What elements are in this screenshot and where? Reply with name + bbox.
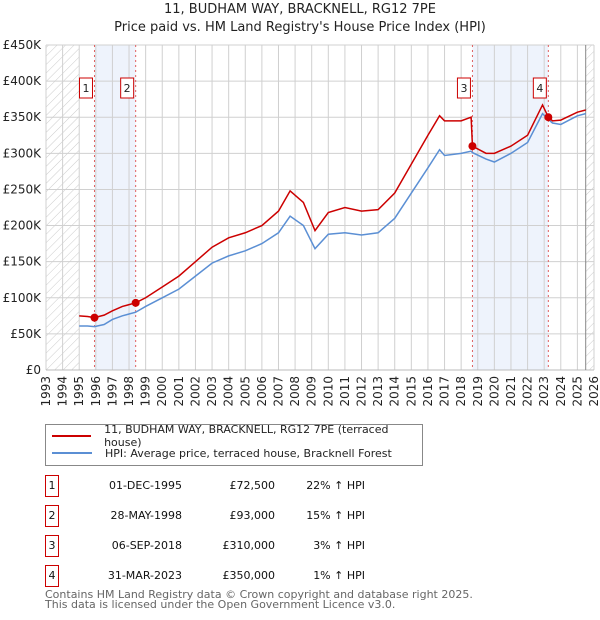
y-tick-label: £200K <box>3 219 43 233</box>
y-tick-label: £450K <box>3 38 43 52</box>
x-tick-label: 2004 <box>222 376 236 407</box>
x-tick-label: 2005 <box>238 376 252 407</box>
x-tick-label: 2012 <box>355 376 369 407</box>
x-tick-label: 1997 <box>105 376 119 407</box>
y-tick-label: £0 <box>26 363 41 377</box>
sale-marker-badge: 3 <box>45 535 59 557</box>
legend-item-hpi: HPI: Average price, terraced house, Brac… <box>52 445 392 461</box>
price-chart: 1993 1994 1995 1996 1997 1998 1999 2000 2001 2002… <box>3 38 600 407</box>
red-line-swatch <box>52 435 92 437</box>
x-tick-label: 1999 <box>139 376 153 407</box>
sale-marker-badge: 2 <box>45 505 59 527</box>
sale-point <box>544 113 553 122</box>
legend-label-property: 11, BUDHAM WAY, BRACKNELL, RG12 7PE (ter… <box>104 423 389 449</box>
footer-copyright: Contains HM Land Registry data © Crown c… <box>45 588 473 601</box>
shaded-period <box>472 45 549 370</box>
sale-label-box <box>120 77 135 99</box>
x-tick-label: 2020 <box>487 376 501 407</box>
sale-date: 06-SEP-2018 <box>111 539 182 552</box>
sale-label-box <box>532 77 547 99</box>
x-tick-label: 2013 <box>371 376 385 407</box>
sale-point <box>468 142 477 151</box>
x-tick-label: 2011 <box>338 376 352 407</box>
x-tick-label: 2023 <box>537 376 551 407</box>
x-tick-label: 2009 <box>305 376 319 407</box>
x-tick-label: 2026 <box>587 376 600 407</box>
x-tick-label: 2002 <box>188 376 202 407</box>
x-tick-label: 2001 <box>172 376 186 407</box>
x-tick-label: 2022 <box>521 376 535 407</box>
sale-label-box <box>78 77 93 99</box>
x-tick-label: 2007 <box>271 376 285 407</box>
sale-marker-badge: 4 <box>45 565 59 587</box>
chart-title: 11, BUDHAM WAY, BRACKNELL, RG12 7PE <box>164 2 436 17</box>
property-price-line <box>79 103 586 319</box>
x-tick-label: 2019 <box>471 376 485 407</box>
y-tick-label: £250K <box>3 182 43 196</box>
sale-date: 01-DEC-1995 <box>108 479 182 492</box>
x-tick-label: 1993 <box>39 376 53 407</box>
hpi-line <box>79 112 586 328</box>
footer-licence: This data is licensed under the Open Gov… <box>45 598 396 611</box>
y-tick-label: £400K <box>3 74 43 88</box>
footer: Contains HM Land Registry data © Crown c… <box>45 588 473 611</box>
x-tick-label: 1995 <box>72 376 86 407</box>
x-tick-label: 2016 <box>421 376 435 407</box>
sale-label: 3 <box>460 82 467 95</box>
x-tick-label: 2018 <box>454 376 468 407</box>
sale-label: 4 <box>536 82 543 95</box>
y-tick-label: £100K <box>3 291 43 305</box>
sale-label-box <box>456 77 471 99</box>
sale-point <box>90 313 99 322</box>
x-tick-label: 2025 <box>570 376 584 407</box>
sale-price: £72,500 <box>229 479 276 492</box>
y-tick-label: £50K <box>10 327 42 341</box>
sale-hpi-diff: 1% ↑ HPI <box>313 569 365 582</box>
sale-date: 31-MAR-2023 <box>107 569 182 582</box>
x-tick-label: 2008 <box>288 376 302 407</box>
x-tick-label: 1994 <box>56 376 70 407</box>
x-tick-label: 2010 <box>321 376 335 407</box>
sale-price: £310,000 <box>222 539 276 552</box>
sale-price: £350,000 <box>222 569 276 582</box>
sale-point <box>131 298 140 307</box>
sale-price: £93,000 <box>229 509 276 522</box>
y-tick-label: £300K <box>3 146 43 160</box>
x-tick-label: 2021 <box>504 376 518 407</box>
hatched-period <box>585 45 594 370</box>
sale-label: 2 <box>124 82 131 95</box>
x-tick-label: 2000 <box>155 376 169 407</box>
legend-label-hpi: HPI: Average price, terraced house, Brac… <box>105 446 392 460</box>
sale-label: 1 <box>82 82 89 95</box>
x-tick-label: 2024 <box>554 376 568 407</box>
x-tick-label: 1998 <box>122 376 136 407</box>
x-tick-label: 2006 <box>255 376 269 407</box>
x-tick-label: 2014 <box>388 376 402 407</box>
chart-subtitle: Price paid vs. HM Land Registry's House … <box>114 20 486 35</box>
x-tick-label: 1996 <box>89 376 103 407</box>
sale-hpi-diff: 3% ↑ HPI <box>313 539 365 552</box>
x-tick-label: 2017 <box>438 376 452 407</box>
sale-hpi-diff: 15% ↑ HPI <box>306 509 365 522</box>
x-tick-label: 2003 <box>205 376 219 407</box>
y-tick-label: £150K <box>3 255 43 269</box>
blue-line-swatch <box>52 452 92 454</box>
sale-marker-badge: 1 <box>45 475 59 497</box>
sale-date: 28-MAY-1998 <box>110 509 182 522</box>
y-tick-label: £350K <box>3 110 43 124</box>
sale-hpi-diff: 22% ↑ HPI <box>306 479 365 492</box>
legend-item-property: 11, BUDHAM WAY, BRACKNELL, RG12 7PE (ter… <box>52 423 422 449</box>
legend: 11, BUDHAM WAY, BRACKNELL, RG12 7PE (ter… <box>45 423 423 466</box>
x-tick-label: 2015 <box>404 376 418 407</box>
